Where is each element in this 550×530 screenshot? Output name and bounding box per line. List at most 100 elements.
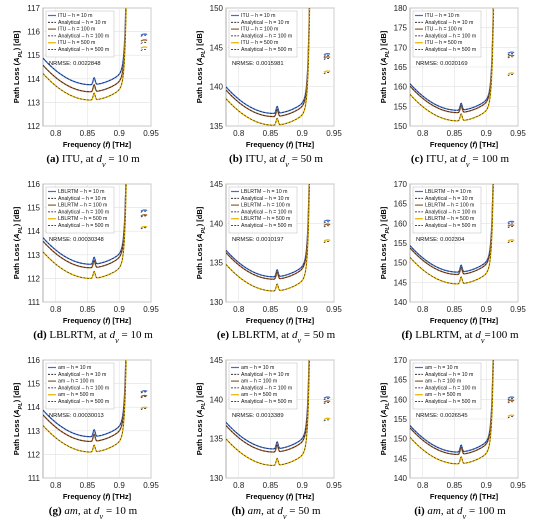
series-fragment-h100 [323, 400, 331, 403]
y-tick-label: 155 [394, 415, 408, 424]
label-part: PL [201, 226, 207, 234]
y-tick-label: 155 [394, 239, 408, 248]
label-part: Frequency ( [430, 140, 473, 149]
label-part: Path Loss ( [195, 414, 204, 455]
caption-part: = 10 m [106, 153, 140, 165]
series-line-h100 [410, 360, 494, 456]
legend-label: Analytical – h = 500 m [425, 223, 476, 229]
x-axis-label: Frequency (f) [THz] [246, 140, 315, 149]
y-tick-label: 160 [394, 83, 408, 92]
series-line-h500 [43, 184, 127, 280]
series-line-h500 [410, 184, 494, 285]
y-tick-label: 175 [394, 24, 408, 33]
x-axis-label: Frequency (f) [THz] [430, 140, 499, 149]
subplot-i: 140 145 150 155 160 165 170 0.8 0.85 0.9 0.95 am – … [379, 356, 526, 521]
legend-label: Analytical – h = 10 m [241, 20, 289, 26]
legend-label: Analytical – h = 100 m [241, 385, 292, 391]
y-axis-label: Path Loss (APL) [dB] [379, 206, 391, 279]
label-part: f [472, 316, 476, 325]
legend-label: am – h = 10 m [241, 365, 274, 371]
series-fragment-h10 [323, 54, 331, 57]
y-tick-label: 113 [27, 251, 40, 260]
y-axis-label: Path Loss (APL) [dB] [379, 382, 391, 455]
x-tick-label: 0.9 [114, 481, 126, 490]
series-fragment-h100 [323, 225, 331, 228]
label-part: A [379, 409, 388, 415]
series-fragment-h10 [507, 222, 515, 225]
series-fragment-h10 [140, 209, 148, 212]
caption-part: v [285, 160, 289, 169]
y-tick-label: 150 [210, 4, 224, 13]
y-axis-label: Path Loss (APL) [dB] [195, 30, 207, 103]
legend-label: Analytical – h = 500 m [425, 399, 476, 405]
x-tick-label: 0.8 [417, 305, 429, 314]
y-axis-label: Path Loss (APL) [dB] [12, 206, 24, 279]
series-fragment-h100 [140, 215, 148, 218]
caption-part: , at [80, 153, 96, 165]
y-tick-label: 150 [394, 435, 408, 444]
label-part: Path Loss ( [379, 414, 388, 455]
caption-part: LBLRTM [49, 329, 93, 341]
y-tick-label: 145 [210, 180, 224, 189]
series-line-h10 [226, 184, 310, 278]
label-part: Frequency ( [63, 140, 106, 149]
x-tick-label: 0.8 [417, 129, 429, 138]
legend-label: ITU – h = 10 m [241, 13, 275, 19]
series-line-h100 [410, 8, 495, 114]
x-tick-label: 0.9 [297, 129, 309, 138]
legend-label: Analytical – h = 100 m [425, 33, 476, 39]
caption-part: d [457, 505, 463, 517]
subplot-a: 112 113 114 115 116 117 0.8 0.85 0.9 0.95 ITU – h … [12, 4, 159, 169]
label-part: Frequency ( [430, 316, 473, 325]
label-part: ) [dB] [195, 382, 204, 402]
legend-label: LBLRTM – h = 500 m [425, 216, 474, 222]
caption-part: (i) [414, 505, 427, 517]
x-tick-label: 0.9 [114, 305, 126, 314]
label-part: f [105, 492, 109, 501]
y-axis-label: Path Loss (APL) [dB] [195, 382, 207, 455]
series-fragment-h100 [140, 394, 148, 398]
series-fragment-h100 [323, 402, 331, 405]
legend-label: am – h = 100 m [425, 379, 461, 385]
series-fragment-h10 [507, 220, 515, 224]
legend-label: am – h = 500 m [58, 392, 94, 398]
series-line-h100 [226, 184, 310, 280]
legend-box [45, 186, 115, 234]
y-tick-label: 111 [28, 474, 41, 483]
subplot-caption: (b) ITU, at dv = 50 m [229, 153, 323, 169]
nrmse-label: NRMSE: 0.0026545 [416, 413, 468, 419]
series-fragment-h500 [507, 72, 515, 75]
caption-part: , at [264, 153, 280, 165]
label-part: A [12, 409, 21, 415]
legend-box [412, 10, 482, 58]
series-line-h100 [43, 8, 127, 93]
series-line-h10 [43, 184, 127, 265]
legend-label: am – h = 10 m [425, 365, 458, 371]
series-fragment-h10 [507, 51, 515, 54]
y-tick-label: 140 [210, 219, 224, 228]
legend-label: Analytical – h = 10 m [241, 196, 289, 202]
series-line-h100 [226, 8, 311, 118]
series-line-h500 [226, 184, 311, 292]
caption-part: , at [78, 505, 94, 517]
label-part: PL [201, 50, 207, 58]
series-fragment-h10 [507, 53, 515, 56]
x-tick-label: 0.8 [50, 481, 62, 490]
legend-label: LBLRTM – h = 10 m [425, 189, 471, 195]
y-tick-label: 140 [394, 474, 408, 483]
series-line-h500 [410, 8, 495, 122]
caption-part: = 10 m [119, 329, 153, 341]
label-part: Path Loss ( [12, 62, 21, 103]
series-fragment-h500 [140, 225, 148, 229]
label-part: f [105, 316, 109, 325]
y-tick-label: 116 [27, 180, 40, 189]
caption-part: am [427, 505, 441, 517]
caption-part: d [96, 153, 102, 165]
series-fragment-h10 [507, 396, 515, 399]
series-line-h10 [410, 184, 494, 273]
nrmse-label: NRMSE: 0.0020169 [416, 61, 468, 67]
caption-part: v [466, 160, 470, 169]
series-fragment-h10 [140, 210, 148, 213]
series-line-h10 [226, 360, 310, 450]
